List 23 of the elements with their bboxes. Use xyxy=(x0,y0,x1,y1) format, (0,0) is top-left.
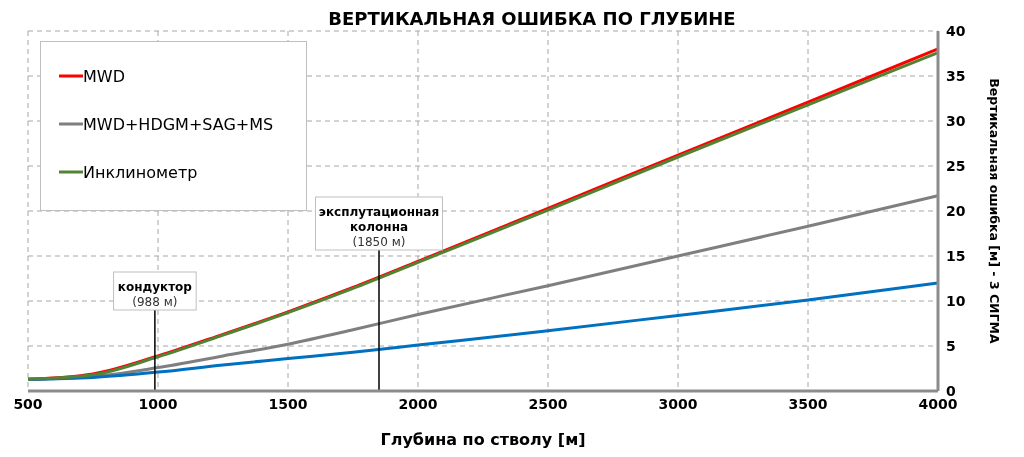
ref-line-label: эксплутационная колонна (1850 м) xyxy=(318,205,440,249)
y2-tick-label: 40 xyxy=(946,22,966,39)
y2-tick-label: 20 xyxy=(946,202,966,219)
x-tick-label: 2000 xyxy=(398,395,438,412)
legend-label: MWD xyxy=(83,66,125,86)
y2-tick-label: 30 xyxy=(946,112,966,129)
x-axis-title: Глубина по стволу [м] xyxy=(380,430,586,449)
y2-axis-title: Вертикальная ошибка [м] - 3 СИГМА xyxy=(986,78,1002,344)
y2-tick-label: 25 xyxy=(946,157,966,174)
y2-tick-label: 35 xyxy=(946,67,966,84)
x-tick-label: 1000 xyxy=(138,395,178,412)
x-tick-label: 1500 xyxy=(268,395,308,412)
legend-label: MWD+HDGM+SAG+MS xyxy=(83,114,274,134)
x-tick-label: 500 xyxy=(13,395,43,412)
legend-label: Инклинометр xyxy=(83,162,198,182)
ref-line-label: кондуктор (988 м) xyxy=(117,280,193,309)
y2-tick-label: 10 xyxy=(946,292,966,309)
y2-tick-label: 5 xyxy=(946,337,956,354)
x-tick-label: 2500 xyxy=(528,395,568,412)
x-tick-label: 3500 xyxy=(788,395,828,412)
x-tick-label: 3000 xyxy=(658,395,698,412)
y2-tick-label: 15 xyxy=(946,247,966,264)
chart-title: ВЕРТИКАЛЬНАЯ ОШИБКА ПО ГЛУБИНЕ xyxy=(328,8,736,29)
